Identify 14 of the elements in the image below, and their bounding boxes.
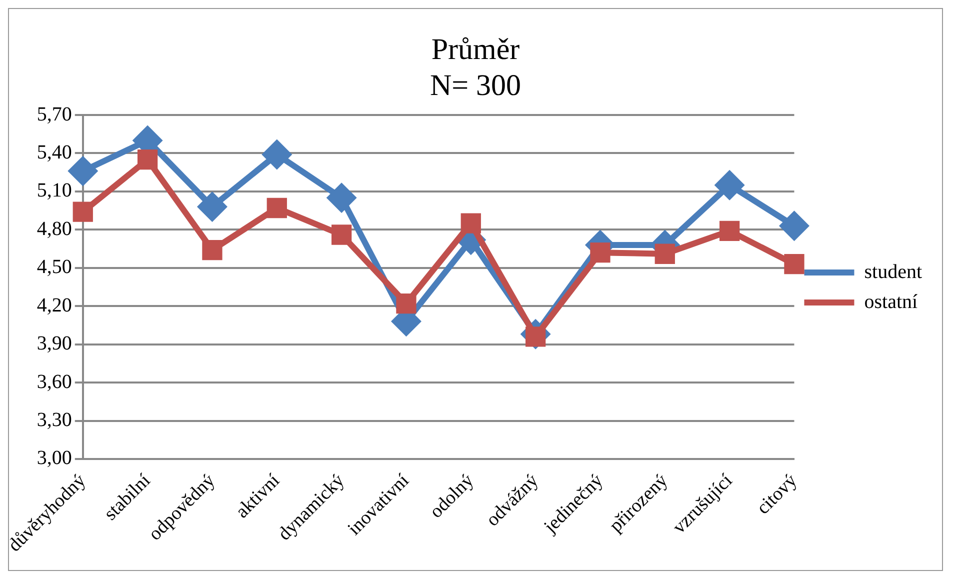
y-tick-label: 5,70: [36, 103, 72, 126]
text: N= 300: [430, 68, 522, 102]
y-tick-label: 5,10: [36, 180, 72, 202]
y-tick-label: 4,50: [36, 256, 72, 278]
legend-label: ostatní: [864, 290, 918, 313]
y-tick-label: 3,60: [36, 370, 72, 393]
y-tick-label: 3,30: [36, 409, 72, 432]
y-tick-label: 3,00: [36, 447, 72, 470]
y-tick-label: 4,20: [36, 294, 72, 316]
legend-label: student: [864, 260, 922, 283]
y-tick-label: 3,90: [36, 332, 72, 355]
y-tick-label: 5,40: [36, 141, 72, 164]
text: Průměr: [431, 32, 520, 66]
y-tick-label: 4,80: [36, 218, 72, 240]
